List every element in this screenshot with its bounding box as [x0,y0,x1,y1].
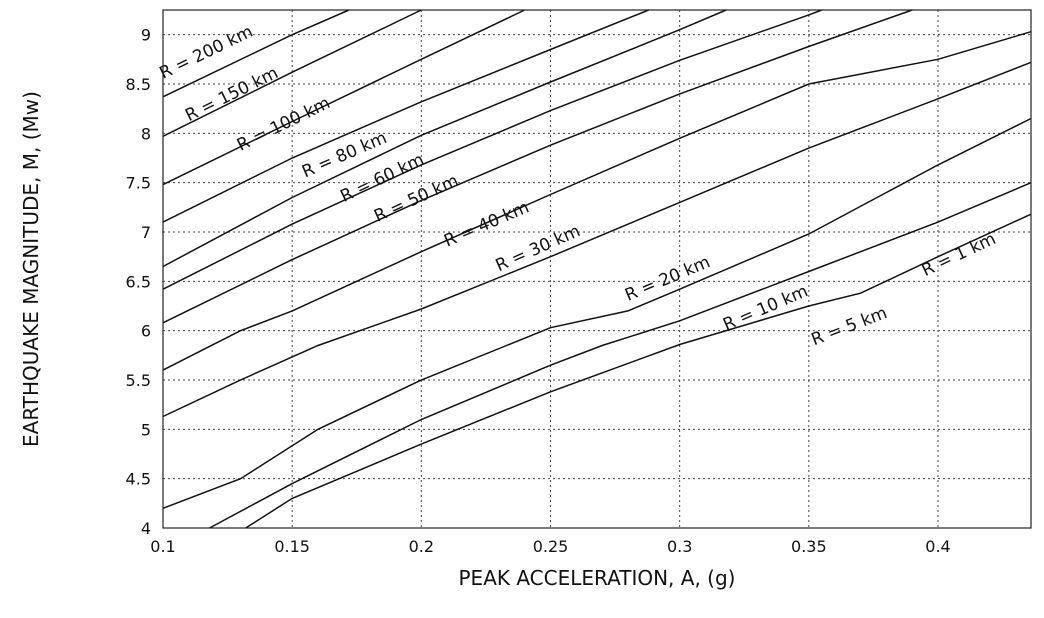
curve-label: R = 10 km [720,281,811,335]
plot-frame [162,9,1032,529]
y-tick-label: 6 [141,322,151,341]
x-tick-label: 0.3 [667,537,692,556]
curve-label: R = 20 km [622,252,713,305]
y-tick-label: 5.5 [126,371,151,390]
y-tick-label: 8 [141,124,151,143]
curve-line [162,9,526,186]
curve-label: R = 1 km [919,229,999,281]
curve-line [162,9,727,268]
y-tick-label: 4 [141,519,151,538]
x-tick-labels: 0.1 0.15 0.2 0.25 0.3 0.35 0.4 [150,537,950,556]
curve-line [162,9,649,223]
x-tick-label: 0.4 [925,537,950,556]
y-tick-label: 8.5 [126,75,151,94]
curve-label: R = 5 km [809,303,890,350]
curve-line [162,9,350,98]
x-axis-label: PEAK ACCELERATION, A, (g) [459,566,736,590]
curve-line [209,182,1032,529]
y-tick-labels: 4 4.5 5 5.5 6 6.5 7 7.5 8 8.5 9 [126,26,151,538]
curve-line [162,30,1032,371]
x-tick-label: 0.15 [274,537,310,556]
curve-line [162,9,823,290]
y-tick-label: 9 [141,26,151,45]
x-tick-label: 0.35 [791,537,827,556]
y-tick-label: 6.5 [126,272,151,291]
curve-label: R = 40 km [441,197,532,251]
curve-line [245,213,1032,529]
y-axis-label: EARTHQUAKE MAGNITUDE, M, (Mw) [19,91,43,447]
x-tick-label: 0.1 [150,537,175,556]
curve-line [162,117,1032,510]
curve-line [162,61,1032,418]
x-tick-label: 0.25 [533,537,569,556]
y-tick-label: 4.5 [126,470,151,489]
curve-line [162,9,422,137]
grid-lines [162,10,1031,529]
curve-label: R = 200 km [156,22,256,84]
y-tick-label: 5 [141,420,151,439]
curve-label: R = 150 km [182,63,281,126]
y-tick-label: 7.5 [126,174,151,193]
y-tick-label: 7 [141,223,151,242]
distance-curves [162,9,1032,529]
x-tick-label: 0.2 [409,537,434,556]
curve-line [162,9,913,324]
